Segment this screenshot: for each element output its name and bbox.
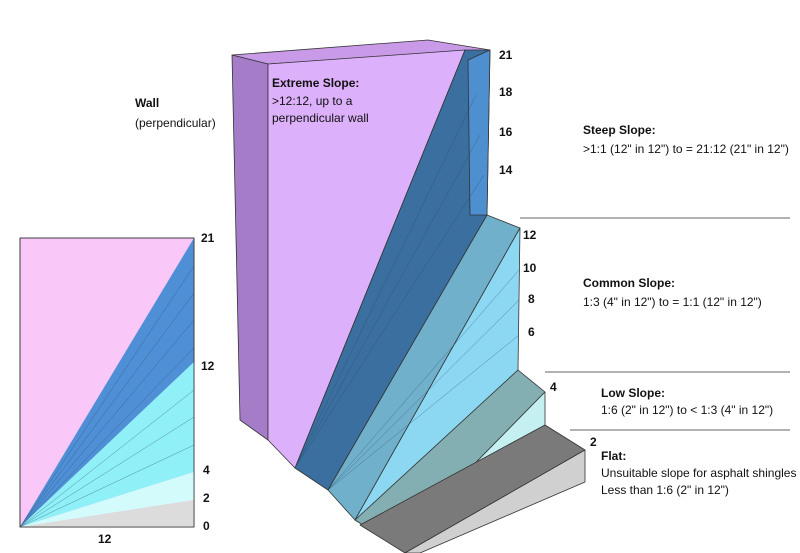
left-diagram [19, 237, 195, 528]
rise-label: 2 [203, 491, 210, 505]
scale-label: 8 [528, 292, 535, 306]
rise-label: 12 [201, 359, 215, 373]
scale-label: 10 [523, 261, 537, 275]
scale-label: 2 [590, 435, 597, 449]
scale-label: 6 [528, 325, 535, 339]
rise-label: 21 [201, 231, 215, 245]
wall-title: Wall [135, 96, 159, 110]
rise-label: 0 [203, 519, 210, 533]
scale-label: 16 [499, 125, 513, 139]
zone-title: Low Slope: [601, 386, 665, 400]
fan-lines [294, 94, 520, 491]
flat-area [20, 500, 194, 527]
block-3d [231, 39, 586, 553]
zone-title: Extreme Slope: [272, 76, 359, 90]
left-labels: 21 12 4 2 0 12 [98, 231, 215, 546]
zone-title: Common Slope: [583, 276, 675, 290]
scale-label: 12 [523, 228, 537, 242]
scale-label: 18 [499, 85, 513, 99]
steep-area [20, 238, 194, 527]
zone-text: >1:1 (12" in 12") to = 21:12 (21" in 12"… [583, 142, 789, 156]
scale-label: 4 [550, 380, 557, 394]
run-label: 12 [98, 532, 112, 546]
zone-text: >12:12, up to a [272, 94, 353, 108]
zone-title: Flat: [601, 449, 626, 463]
zone-text: Less than 1:6 (2" in 12") [601, 483, 729, 497]
zone-text: Unsuitable slope for asphalt shingles [601, 466, 796, 480]
zone-title: Steep Slope: [583, 123, 656, 137]
wall-subtitle: (perpendicular) [135, 116, 216, 130]
zone-text: 1:3 (4" in 12") to = 1:1 (12" in 12") [583, 295, 762, 309]
separators [520, 217, 790, 431]
rise-label: 4 [203, 463, 210, 477]
scale-label: 21 [499, 48, 513, 62]
low-area [20, 472, 194, 527]
scale-label: 14 [499, 163, 513, 177]
zone-text: 1:6 (2" in 12") to < 1:3 (4" in 12") [601, 403, 773, 417]
zone-text: perpendicular wall [272, 111, 369, 125]
slope-lines [19, 265, 195, 528]
